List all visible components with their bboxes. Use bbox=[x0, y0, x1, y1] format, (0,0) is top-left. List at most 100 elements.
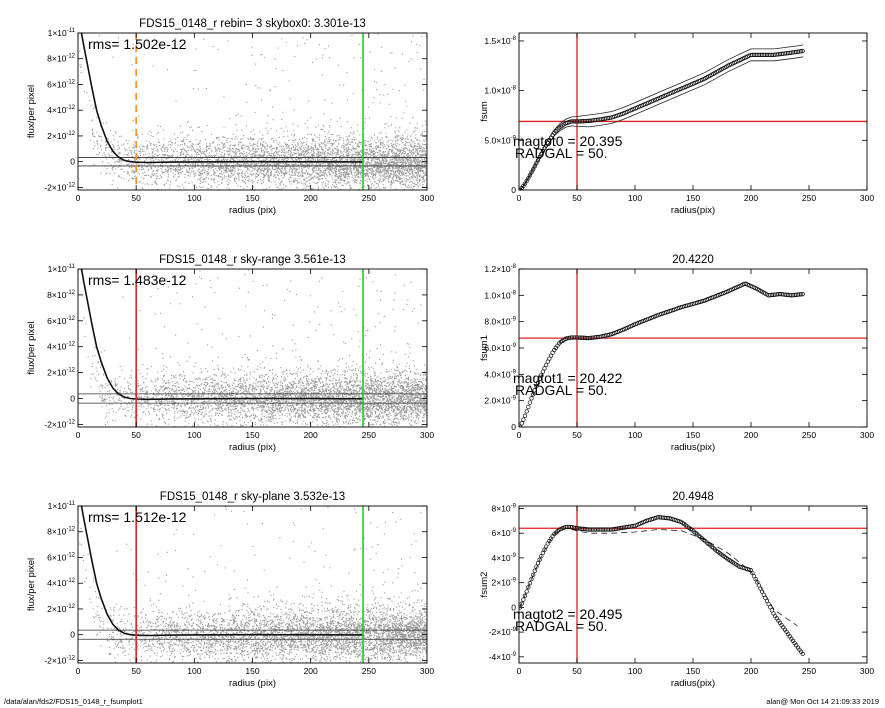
y-tick-label: 6.0×10-9 bbox=[484, 343, 516, 353]
x-tick-label: 200 bbox=[744, 666, 758, 676]
x-tick-label: 300 bbox=[420, 666, 434, 676]
x-tick-label: 0 bbox=[517, 193, 522, 203]
x-axis-label: radius(pix) bbox=[671, 205, 715, 216]
x-tick-label: 300 bbox=[860, 666, 874, 676]
x-tick-label: 100 bbox=[187, 430, 201, 440]
chart-title: 20.4948 bbox=[672, 491, 714, 503]
x-tick-label: 0 bbox=[517, 666, 522, 676]
y-tick-label: 1.2×10-8 bbox=[484, 264, 516, 274]
y-tick-label: 6×10-12 bbox=[47, 79, 75, 89]
x-tick-label: 300 bbox=[420, 430, 434, 440]
y-tick-label: -2×10-12 bbox=[44, 419, 75, 429]
plot-area bbox=[519, 33, 867, 190]
y-tick-label: 8×10-9 bbox=[492, 503, 517, 513]
x-tick-label: 0 bbox=[76, 666, 81, 676]
chart-title: FDS15_0148_r sky-range 3.561e-13 bbox=[159, 254, 346, 266]
magtot-annotation: magtot1 = 20.422 bbox=[513, 370, 623, 386]
x-tick-label: 200 bbox=[744, 430, 758, 440]
y-tick-label: 1.5×10-8 bbox=[484, 36, 516, 46]
chart-title: FDS15_0148_r rebin= 3 skybox0: 3.301e-13 bbox=[139, 18, 366, 30]
x-tick-label: 250 bbox=[362, 666, 376, 676]
x-tick-label: 50 bbox=[572, 193, 582, 203]
y-tick-label: 8×10-12 bbox=[47, 54, 75, 64]
chart-panel-3: rms= 1.512e-12 0 50 100 150 200 250 300 1×10-11 8… bbox=[26, 491, 434, 689]
y-tick-label: 1×10-11 bbox=[48, 264, 76, 274]
x-tick-label: 0 bbox=[76, 430, 81, 440]
y-tick-label: 8×10-12 bbox=[47, 527, 75, 537]
plot-area bbox=[519, 269, 867, 427]
plot-area bbox=[78, 33, 427, 190]
pixel-scatter bbox=[79, 506, 427, 663]
x-tick-label: 0 bbox=[517, 430, 522, 440]
radgal-annotation: RADGAL = 50. bbox=[515, 618, 607, 634]
x-axis-label: radius (pix) bbox=[229, 678, 276, 689]
x-tick-label: 50 bbox=[131, 666, 141, 676]
x-tick-label: 250 bbox=[802, 666, 816, 676]
pixel-scatter bbox=[79, 33, 427, 190]
x-tick-label: 300 bbox=[420, 193, 434, 203]
chart-title: 20.4220 bbox=[672, 254, 714, 266]
x-tick-label: 150 bbox=[686, 666, 700, 676]
y-tick-label: 0 bbox=[511, 602, 516, 612]
y-tick-label: 6×10-12 bbox=[47, 552, 75, 562]
y-tick-label: 4×10-12 bbox=[47, 342, 75, 352]
magtot-annotation: magtot2 = 20.495 bbox=[513, 606, 623, 622]
x-tick-label: 100 bbox=[187, 666, 201, 676]
y-tick-label: 0 bbox=[511, 422, 516, 432]
radgal-annotation: RADGAL = 50. bbox=[515, 382, 607, 398]
fsum-points bbox=[519, 514, 805, 656]
y-tick-label: 0 bbox=[70, 394, 75, 404]
y-tick-label: 5.0×10-9 bbox=[484, 135, 516, 145]
x-tick-label: 50 bbox=[572, 666, 582, 676]
x-tick-label: 300 bbox=[860, 430, 874, 440]
rms-annotation: rms= 1.502e-12 bbox=[88, 36, 187, 52]
y-tick-label: 1.0×10-8 bbox=[484, 86, 516, 96]
y-axis-label: fsum1 bbox=[479, 335, 490, 361]
x-tick-label: 100 bbox=[187, 193, 201, 203]
x-tick-label: 250 bbox=[802, 430, 816, 440]
rms-annotation: rms= 1.512e-12 bbox=[88, 509, 187, 525]
y-tick-label: 1.0×10-8 bbox=[484, 290, 516, 300]
x-tick-label: 200 bbox=[744, 193, 758, 203]
x-tick-label: 150 bbox=[686, 430, 700, 440]
mean-profile-line bbox=[80, 269, 364, 401]
x-tick-label: 200 bbox=[304, 666, 318, 676]
pixel-scatter bbox=[83, 269, 427, 427]
x-tick-label: 200 bbox=[304, 193, 318, 203]
y-axis-label: fsum bbox=[479, 101, 490, 122]
y-tick-label: 2×10-12 bbox=[47, 131, 75, 141]
fsum-points bbox=[519, 281, 805, 427]
y-tick-label: -2×10-9 bbox=[489, 627, 517, 637]
y-tick-label: 8.0×10-9 bbox=[484, 317, 516, 327]
fsum-points bbox=[519, 48, 805, 190]
y-tick-label: 0 bbox=[511, 185, 516, 195]
y-tick-label: 1×10-11 bbox=[48, 28, 76, 38]
mean-profile-line bbox=[80, 506, 364, 637]
comparison-curve bbox=[519, 527, 798, 627]
plot-area bbox=[519, 506, 867, 663]
y-tick-label: -4×10-9 bbox=[489, 652, 517, 662]
y-axis-label: flux/per pixel bbox=[26, 85, 37, 138]
x-tick-label: 100 bbox=[628, 430, 642, 440]
x-axis-label: radius(pix) bbox=[671, 678, 715, 689]
y-tick-label: 2×10-12 bbox=[47, 368, 75, 378]
x-axis-label: radius(pix) bbox=[671, 442, 715, 453]
x-tick-label: 150 bbox=[245, 666, 259, 676]
x-axis-label: radius (pix) bbox=[229, 442, 276, 453]
upper-error-curve bbox=[519, 44, 804, 190]
rms-annotation: rms= 1.483e-12 bbox=[88, 272, 187, 288]
y-tick-label: 6×10-9 bbox=[492, 528, 517, 538]
x-tick-label: 150 bbox=[686, 193, 700, 203]
y-tick-label: 6×10-12 bbox=[47, 316, 75, 326]
x-tick-label: 50 bbox=[572, 430, 582, 440]
mean-profile-line bbox=[80, 33, 364, 164]
x-tick-label: 250 bbox=[362, 430, 376, 440]
y-axis-label: fsum2 bbox=[479, 572, 490, 598]
plot-frame bbox=[518, 32, 868, 191]
x-tick-label: 100 bbox=[628, 193, 642, 203]
radgal-annotation: RADGAL = 50. bbox=[515, 145, 607, 161]
